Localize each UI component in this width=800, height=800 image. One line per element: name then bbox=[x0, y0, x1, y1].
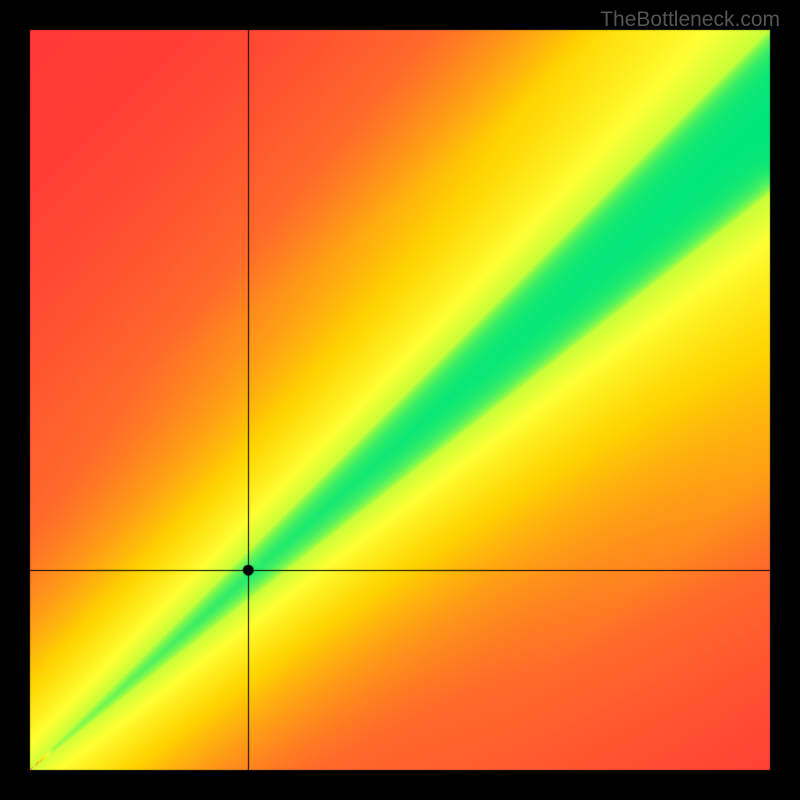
bottleneck-heatmap bbox=[0, 0, 800, 800]
chart-container: TheBottleneck.com bbox=[0, 0, 800, 800]
watermark-label: TheBottleneck.com bbox=[600, 8, 780, 32]
